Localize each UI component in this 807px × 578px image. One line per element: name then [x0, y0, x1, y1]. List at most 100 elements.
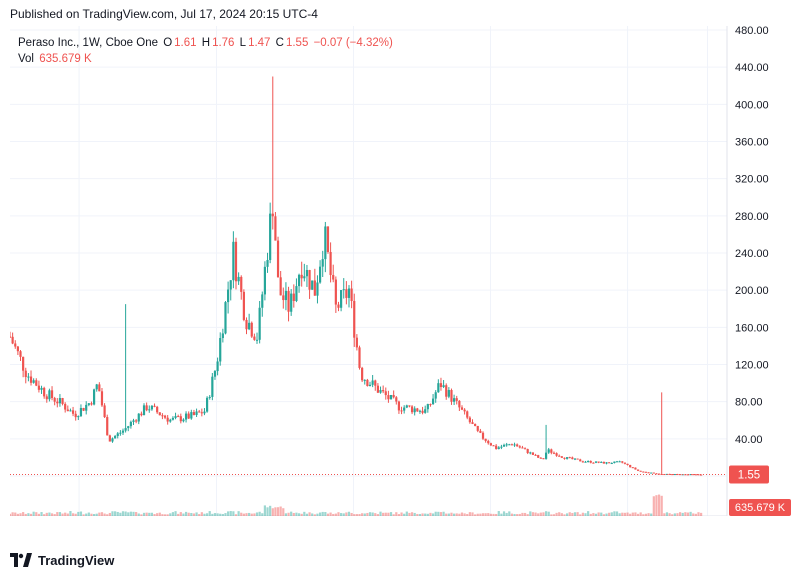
- volume-bar: [589, 513, 592, 516]
- volume-bar: [516, 514, 519, 516]
- volume-bar: [287, 512, 290, 516]
- candle-body: [542, 458, 545, 460]
- volume-bar: [190, 512, 193, 516]
- volume-bar: [32, 511, 35, 516]
- volume-bar: [689, 511, 692, 516]
- volume-bar: [353, 514, 356, 516]
- price-chart-svg[interactable]: 480.00 440.00 400.00 360.00 320.00 280.00 240.…: [10, 26, 793, 516]
- candle-body: [318, 266, 322, 283]
- candle-body: [371, 380, 374, 385]
- candle-body: [192, 412, 196, 415]
- volume-bar: [100, 512, 104, 516]
- volume-bar: [198, 514, 201, 516]
- symbol-label[interactable]: Peraso Inc., 1W, Cboe One: [18, 37, 158, 49]
- candle-body: [413, 408, 416, 413]
- candle-body: [150, 405, 154, 410]
- open-value: 1.61: [174, 37, 197, 49]
- volume-bar: [568, 512, 571, 516]
- candle-body: [53, 398, 56, 402]
- volume-bar: [311, 513, 314, 516]
- candle-body: [174, 416, 177, 418]
- volume-bar: [692, 513, 695, 516]
- candle-body: [644, 471, 648, 473]
- candle-body: [445, 385, 448, 397]
- candle-body: [182, 419, 185, 422]
- candle-body: [74, 413, 77, 418]
- candle-body: [56, 401, 59, 404]
- volume-bar: [213, 513, 217, 516]
- volume-bar: [497, 511, 500, 516]
- candle-body: [700, 474, 703, 476]
- volume-bar: [605, 513, 608, 516]
- candle-body: [647, 472, 650, 474]
- volume-bar: [623, 512, 627, 516]
- candle-body: [37, 385, 41, 390]
- volume-bar: [16, 513, 19, 516]
- candle-body: [140, 413, 143, 416]
- candle-body: [384, 391, 387, 396]
- volume-bar: [14, 512, 17, 516]
- candle-body: [497, 447, 500, 449]
- candle-body: [426, 404, 429, 410]
- chart-area[interactable]: 480.00 440.00 400.00 360.00 320.00 280.00 240.…: [10, 26, 791, 516]
- volume-bar: [295, 512, 298, 516]
- candle-body: [495, 445, 498, 449]
- volume-bar: [368, 512, 372, 516]
- volume-bar: [450, 512, 453, 516]
- candle-body: [156, 406, 159, 413]
- volume-bar: [282, 508, 285, 516]
- volume-bar: [321, 511, 324, 516]
- volume-bar: [121, 511, 125, 516]
- volume-bar: [111, 511, 114, 516]
- candle-body: [529, 452, 532, 454]
- volume-bar: [255, 512, 259, 516]
- tradingview-logo-icon[interactable]: [10, 553, 32, 567]
- candle-body: [284, 290, 288, 301]
- volume-bar: [145, 512, 148, 516]
- volume-bar: [487, 513, 490, 516]
- candle-body: [642, 471, 645, 473]
- volume-bar: [240, 512, 243, 516]
- candle-body: [510, 444, 514, 446]
- volume-bar: [24, 513, 27, 516]
- candle-body: [216, 361, 219, 372]
- candle-body: [455, 398, 458, 401]
- candle-body: [292, 293, 295, 301]
- candle-body: [166, 417, 169, 422]
- volume-bar: [395, 512, 398, 516]
- candle-body: [613, 461, 616, 464]
- volume-bar: [455, 513, 458, 516]
- candle-body: [255, 339, 259, 341]
- candle-body: [340, 289, 343, 308]
- volume-bar: [650, 513, 653, 516]
- tradingview-brand[interactable]: TradingView: [38, 552, 115, 568]
- volume-bar: [431, 513, 435, 516]
- volume-bar: [137, 513, 140, 516]
- candle-body: [376, 385, 379, 393]
- candle-body: [43, 387, 46, 397]
- candle-body: [142, 405, 146, 416]
- volume-bar: [266, 507, 269, 516]
- volume-bar: [481, 513, 485, 516]
- candle-body: [290, 293, 293, 312]
- candle-body: [421, 410, 424, 413]
- volume-bar: [227, 511, 230, 516]
- volume-bar: [510, 513, 514, 516]
- candle-body: [347, 288, 351, 298]
- volume-bar: [600, 512, 603, 516]
- candle-body: [689, 474, 692, 476]
- candle-body: [82, 407, 85, 411]
- candle-body: [537, 455, 540, 458]
- volume-bar: [305, 513, 309, 516]
- candle-body: [634, 467, 637, 470]
- volume-bar: [140, 514, 143, 516]
- volume-bar: [237, 511, 240, 516]
- volume-bar: [468, 512, 471, 516]
- candle-body: [198, 411, 201, 413]
- candle-body: [568, 457, 571, 459]
- volume-bar: [82, 514, 85, 516]
- volume-bar: [447, 513, 450, 516]
- volume-bar: [629, 513, 632, 516]
- volume-bar: [531, 512, 535, 516]
